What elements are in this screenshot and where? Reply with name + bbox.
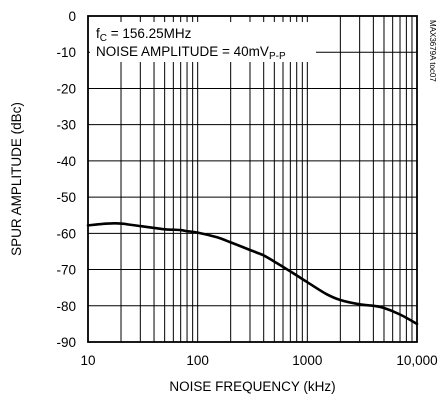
annotation-noise-subscript: P-P — [269, 51, 286, 62]
x-tick-label: 100 — [186, 353, 209, 368]
x-tick-label: 10 — [80, 353, 95, 368]
x-tick-label: 1000 — [292, 353, 322, 368]
annotation-noise-amplitude: NOISE AMPLITUDE = 40mVP-P — [96, 44, 286, 62]
annotation-f-value: = 156.25MHz — [107, 26, 192, 41]
x-tick-label: 10,000 — [396, 353, 437, 368]
annotation-f: f — [96, 26, 100, 41]
x-axis-label: NOISE FREQUENCY (kHz) — [169, 379, 335, 394]
annotation-f-subscript: C — [100, 33, 107, 44]
series-line-0 — [86, 222, 419, 326]
y-tick-label: -10 — [56, 45, 76, 60]
figure-id: MAX3679A toc07 — [428, 20, 437, 82]
y-tick-label: -30 — [56, 118, 76, 133]
y-tick-label: 0 — [68, 9, 76, 24]
y-tick-label: -70 — [56, 263, 76, 278]
plot-frame — [87, 15, 418, 343]
grid — [87, 15, 417, 343]
y-tick-label: -80 — [56, 299, 76, 314]
y-tick-label: -20 — [56, 81, 76, 96]
annotation-carrier-frequency: fC = 156.25MHz — [96, 26, 192, 44]
series-layer — [86, 222, 419, 326]
y-tick-label: -50 — [56, 190, 76, 205]
y-tick-label: -90 — [56, 335, 76, 350]
annotation-background — [90, 22, 316, 62]
y-tick-label: -40 — [56, 154, 76, 169]
annotation-noise-main: NOISE AMPLITUDE = 40mV — [96, 44, 269, 59]
y-axis-label: SPUR AMPLITUDE (dBc) — [9, 102, 24, 256]
y-tick-label: -60 — [56, 226, 76, 241]
tick-labels: 0 -10 -20 -30 -40 -50 -60 -70 -80 -90 10 100 1000 10,… — [56, 9, 437, 368]
